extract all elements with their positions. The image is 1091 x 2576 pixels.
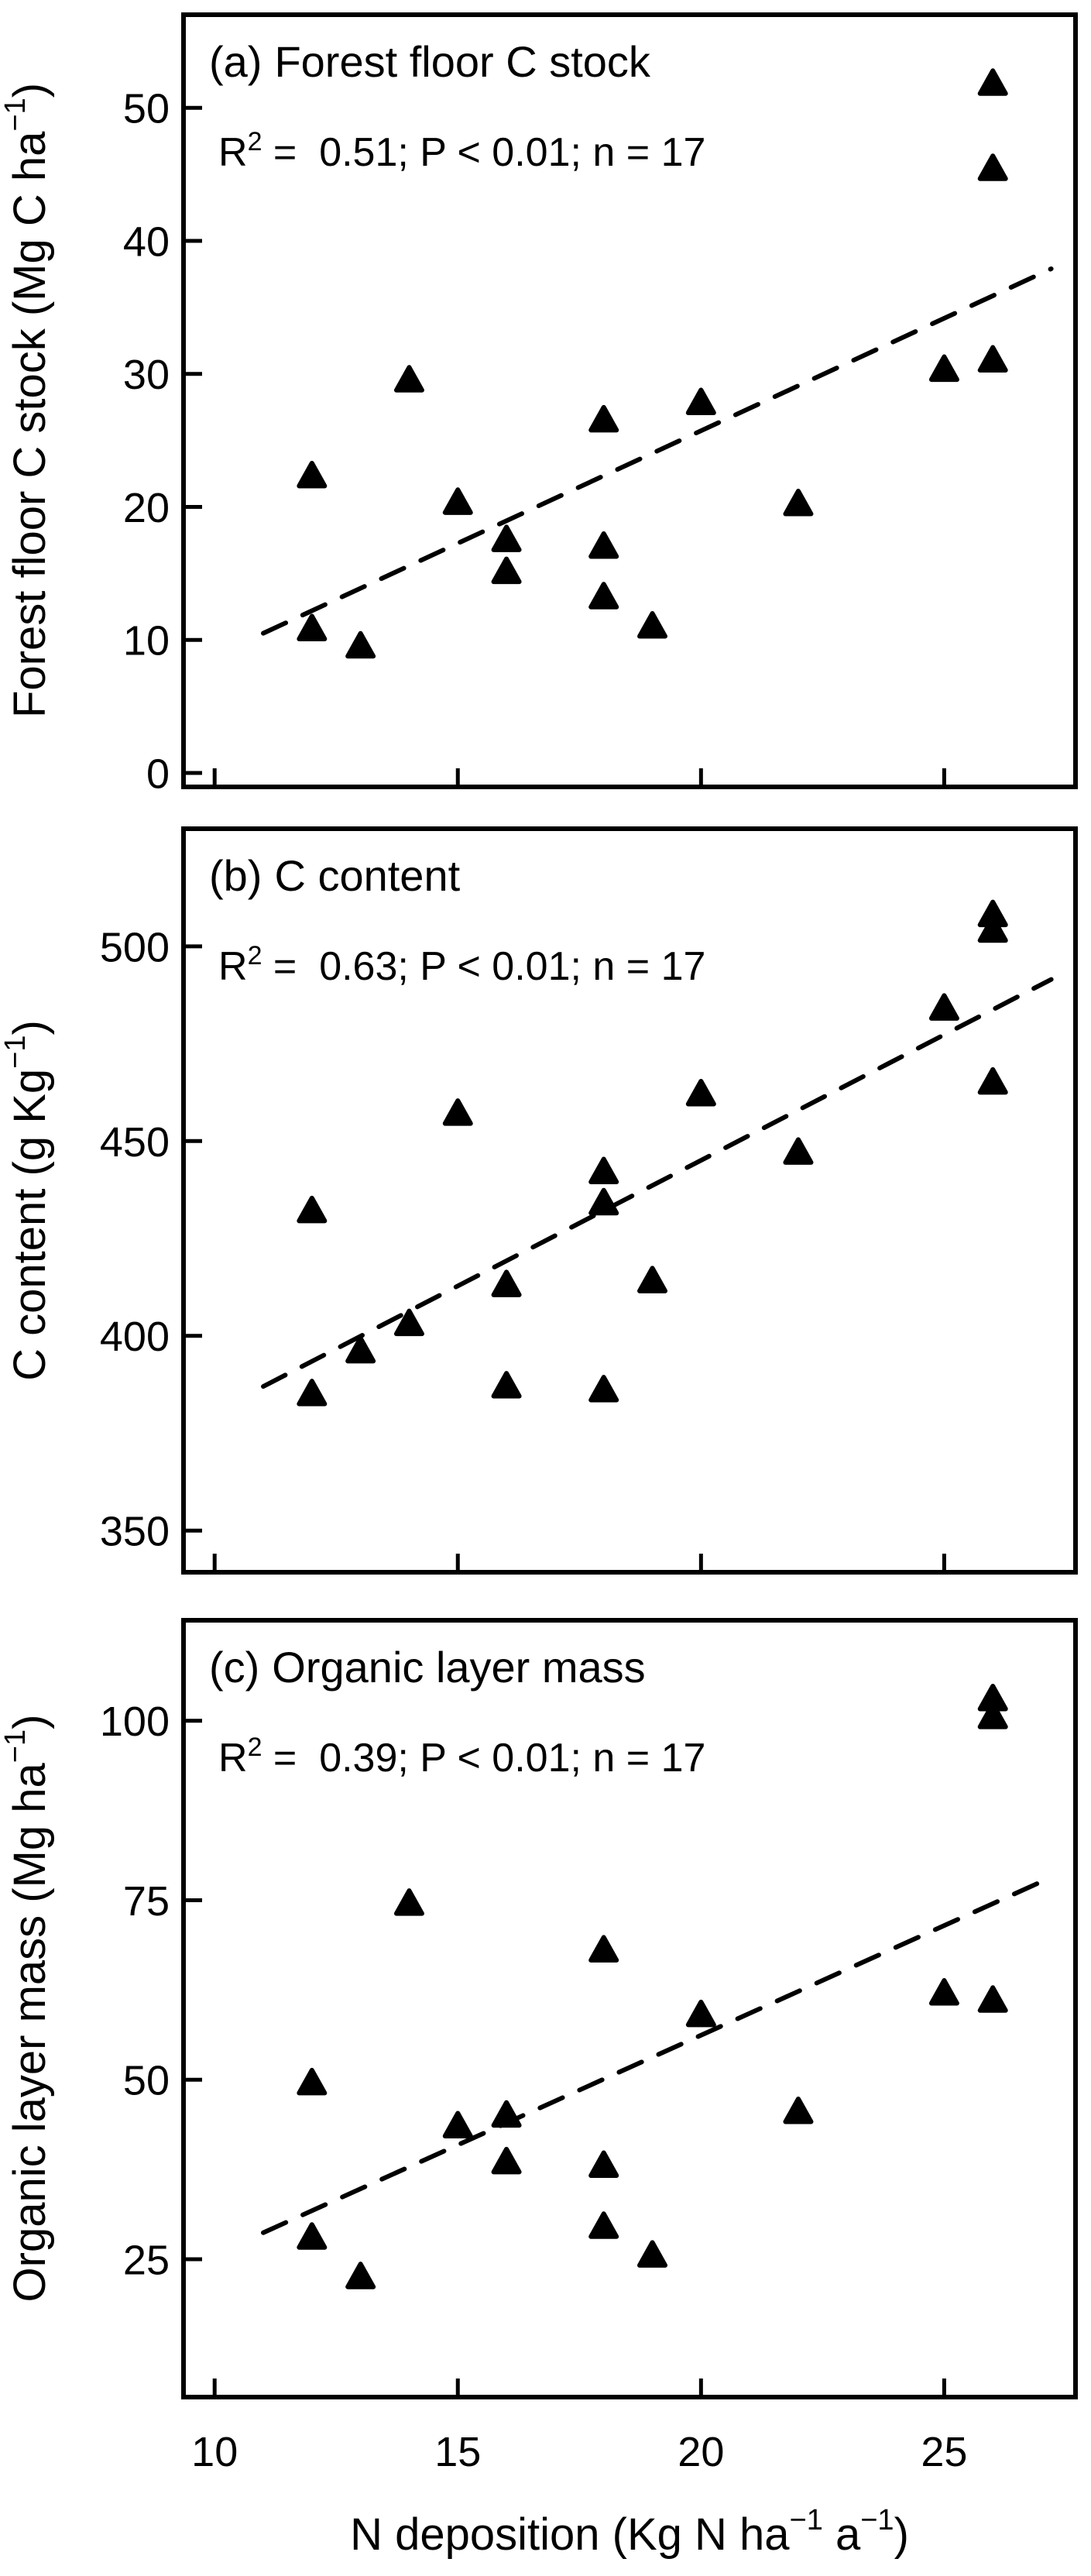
data-point-triangle bbox=[345, 1335, 376, 1364]
data-point-triangle bbox=[637, 1266, 668, 1293]
panel-b-plot: 350 400 450 500 bbox=[100, 826, 1078, 1575]
data-point-triangle bbox=[588, 2150, 619, 2179]
panel-a-frame bbox=[181, 12, 1078, 789]
x-tick-label: 25 bbox=[921, 2429, 967, 2475]
data-point-triangle bbox=[928, 993, 959, 1021]
x-axis: 10 15 20 25 N deposition (Kg N ha−1 a−1) bbox=[191, 2429, 967, 2560]
x-tick-label: 15 bbox=[434, 2429, 481, 2475]
data-point-triangle bbox=[491, 2146, 522, 2175]
data-point-triangle bbox=[928, 354, 959, 383]
panel-b-stats: R2 = 0.63; P < 0.01; n = 17 bbox=[218, 941, 705, 989]
data-point-triangle bbox=[491, 556, 522, 585]
data-point-triangle bbox=[393, 1308, 424, 1337]
data-point-triangle bbox=[588, 582, 619, 610]
y-tick-label: 75 bbox=[123, 1878, 170, 1925]
y-tick-label: 10 bbox=[123, 618, 170, 665]
data-point-triangle bbox=[442, 487, 473, 515]
data-point-triangle bbox=[783, 489, 814, 517]
y-tick-label: 20 bbox=[123, 485, 170, 531]
panel-b-frame bbox=[181, 826, 1078, 1575]
panel-c-stats: R2 = 0.39; P < 0.01; n = 17 bbox=[218, 1733, 705, 1781]
panel-c-plot: 25 50 75 100 bbox=[100, 1618, 1078, 2399]
panel-a-plot: 0 10 20 30 40 50 bbox=[123, 12, 1078, 797]
data-point-triangle bbox=[491, 1371, 522, 1399]
data-point-triangle bbox=[783, 1137, 814, 1165]
y-tick-label: 40 bbox=[123, 218, 170, 265]
data-point-triangle bbox=[977, 1985, 1008, 2013]
data-point-triangle bbox=[297, 1379, 328, 1406]
panel-c-title: (c) Organic layer mass bbox=[209, 1643, 646, 1692]
data-point-triangle bbox=[297, 460, 328, 489]
panel-b-title: (b) C content bbox=[209, 851, 461, 900]
data-point-triangle bbox=[588, 1935, 619, 1963]
x-axis-tick-labels: 10 15 20 25 bbox=[191, 2429, 967, 2475]
data-point-triangle bbox=[685, 387, 716, 416]
panel-c-y-axis-label: Organic layer mass (Mg ha−1) bbox=[0, 1715, 55, 2303]
data-point-triangle bbox=[977, 915, 1008, 943]
data-point-triangle bbox=[297, 1195, 328, 1224]
data-point-triangle bbox=[393, 365, 424, 393]
data-point-triangle bbox=[491, 1269, 522, 1297]
panel-c-frame bbox=[181, 1618, 1078, 2399]
panel-a: 0 10 20 30 40 50 (a) Forest floor C stock R2 =… bbox=[0, 12, 1078, 797]
x-axis-title: N deposition (Kg N ha−1 a−1) bbox=[350, 2504, 909, 2560]
panel-b: 350 400 450 500 (b) C content R2 = 0.63; P <… bbox=[0, 826, 1078, 1575]
panel-b-y-axis-label: C content (g Kg−1) bbox=[0, 1020, 55, 1381]
data-point-triangle bbox=[345, 2262, 376, 2289]
y-tick-label: 50 bbox=[123, 86, 170, 132]
data-point-triangle bbox=[442, 1098, 473, 1126]
panel-c: 25 50 75 100 (c) Organic layer mass R2 = 0.3… bbox=[0, 1618, 1078, 2399]
panel-a-title: (a) Forest floor C stock bbox=[209, 37, 651, 86]
panel-b-trendline bbox=[261, 977, 1054, 1389]
data-point-triangle bbox=[977, 345, 1008, 373]
data-point-triangle bbox=[297, 2067, 328, 2096]
data-point-triangle bbox=[588, 531, 619, 559]
data-point-triangle bbox=[297, 2222, 328, 2250]
data-point-triangle bbox=[637, 2240, 668, 2268]
data-point-triangle bbox=[393, 1888, 424, 1916]
y-tick-label: 25 bbox=[123, 2237, 170, 2283]
data-point-triangle bbox=[685, 1078, 716, 1107]
x-tick-label: 20 bbox=[678, 2429, 724, 2475]
y-tick-label: 100 bbox=[100, 1698, 170, 1745]
data-point-triangle bbox=[491, 524, 522, 552]
data-point-triangle bbox=[588, 1187, 619, 1216]
panel-a-trendline bbox=[261, 266, 1054, 636]
data-point-triangle bbox=[977, 153, 1008, 181]
data-point-triangle bbox=[442, 2111, 473, 2139]
data-point-triangle bbox=[977, 1702, 1008, 1729]
panel-a-stats: R2 = 0.51; P < 0.01; n = 17 bbox=[218, 127, 705, 175]
y-tick-label: 450 bbox=[100, 1119, 170, 1166]
y-tick-label: 500 bbox=[100, 924, 170, 970]
data-point-triangle bbox=[588, 1156, 619, 1185]
x-tick-label: 10 bbox=[191, 2429, 238, 2475]
panel-a-y-axis-label: Forest floor C stock (Mg C ha−1) bbox=[0, 83, 55, 718]
data-point-triangle bbox=[345, 630, 376, 659]
panel-c-trendline bbox=[261, 1874, 1054, 2235]
data-point-triangle bbox=[977, 68, 1008, 96]
data-point-triangle bbox=[588, 2211, 619, 2239]
data-point-triangle bbox=[588, 1375, 619, 1403]
data-point-triangle bbox=[637, 611, 668, 639]
data-point-triangle bbox=[928, 1978, 959, 2006]
data-point-triangle bbox=[297, 613, 328, 641]
y-tick-label: 400 bbox=[100, 1314, 170, 1360]
y-tick-label: 0 bbox=[146, 750, 170, 797]
data-point-triangle bbox=[783, 2096, 814, 2124]
data-point-triangle bbox=[977, 1066, 1008, 1095]
data-point-triangle bbox=[685, 1999, 716, 2028]
data-point-triangle bbox=[588, 404, 619, 433]
data-point-triangle bbox=[491, 2100, 522, 2128]
y-tick-label: 30 bbox=[123, 352, 170, 398]
y-tick-label: 50 bbox=[123, 2058, 170, 2104]
y-tick-label: 350 bbox=[100, 1509, 170, 1555]
